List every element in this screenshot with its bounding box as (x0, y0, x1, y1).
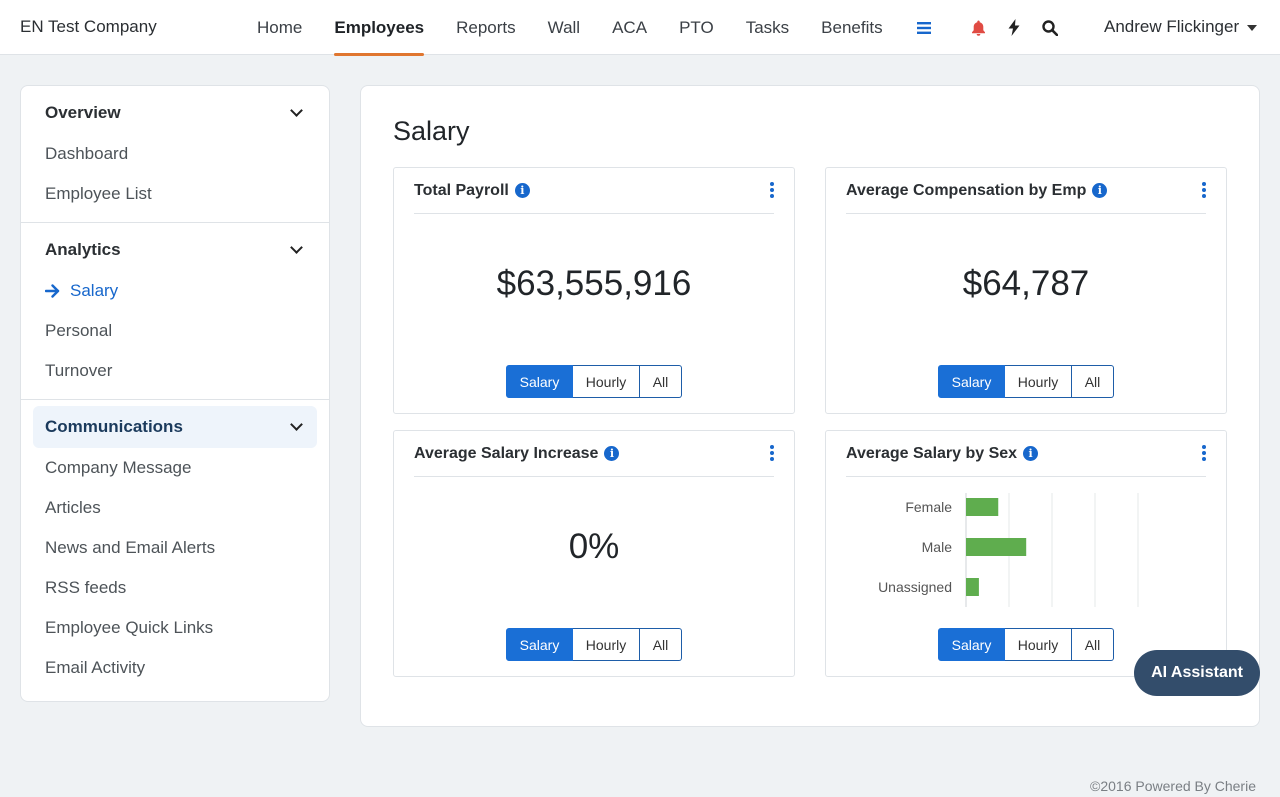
sidebar-item-employee-quick-links[interactable]: Employee Quick Links (45, 618, 214, 637)
sidebar-header-overview[interactable]: Overview (33, 92, 317, 134)
page-title: Salary (393, 116, 470, 146)
chevron-down-icon (290, 104, 303, 117)
toggle-hourly[interactable]: Hourly (573, 365, 640, 398)
sidebar-header-communications[interactable]: Communications (33, 406, 317, 448)
chart-bar-unassigned[interactable] (966, 578, 979, 596)
nav-pto[interactable]: PTO (679, 17, 714, 37)
pay-type-toggle: Salary Hourly All (938, 628, 1114, 661)
chart-bar-female[interactable] (966, 498, 999, 516)
chart-category-label: Unassigned (878, 579, 952, 595)
toggle-all[interactable]: All (1072, 365, 1114, 398)
card-average-salary-increase: Average Salary Increase i 0% Salary Hour… (393, 430, 795, 677)
total-payroll-value: $63,555,916 (496, 264, 692, 303)
nav-employees[interactable]: Employees (318, 0, 440, 56)
card-header: Average Compensation by Emp i (846, 168, 1206, 214)
card-total-payroll: Total Payroll i $63,555,916 Salary Hourl… (393, 167, 795, 414)
bell-icon (971, 20, 985, 36)
more-options-icon[interactable] (766, 180, 778, 200)
card-title: Average Salary Increase (414, 444, 599, 462)
info-icon[interactable]: i (1092, 183, 1108, 198)
bolt-icon (1008, 19, 1020, 36)
card-header: Average Salary Increase i (414, 431, 774, 477)
user-menu[interactable]: Andrew Flickinger (1104, 17, 1258, 37)
info-icon[interactable]: i (604, 446, 620, 461)
nav-aca[interactable]: ACA (612, 17, 648, 37)
sidebar-item-salary[interactable]: Salary (33, 271, 317, 311)
more-options-icon[interactable] (766, 443, 778, 463)
toggle-salary[interactable]: Salary (506, 365, 573, 398)
activity-button[interactable] (996, 10, 1032, 46)
notifications-button[interactable] (960, 10, 996, 46)
sidebar-item-personal[interactable]: Personal (45, 321, 113, 340)
chart-category-label: Female (905, 499, 952, 515)
sidebar-group-analytics: Analytics Salary Personal Turnover (21, 223, 329, 400)
toggle-all[interactable]: All (640, 365, 682, 398)
sidebar-item-rss-feeds[interactable]: RSS feeds (45, 578, 127, 597)
main-nav: Home Employees Reports Wall ACA PTO Task… (241, 0, 949, 56)
sidebar-header-analytics[interactable]: Analytics (33, 229, 317, 271)
top-navbar: EN Test Company Home Employees Reports W… (0, 0, 1280, 56)
average-salary-increase-value: 0% (568, 527, 620, 566)
sidebar-item-articles[interactable]: Articles (45, 498, 101, 517)
sidebar-item-company-message[interactable]: Company Message (45, 458, 192, 477)
card-title: Average Compensation by Emp (846, 181, 1087, 199)
more-menu-button[interactable] (899, 0, 949, 55)
arrow-right-icon (45, 284, 60, 298)
sidebar-item-employee-list[interactable]: Employee List (45, 184, 152, 203)
nav-benefits[interactable]: Benefits (821, 17, 883, 37)
sidebar-group-communications: Communications Company Message Articles … (21, 400, 329, 696)
pay-type-toggle: Salary Hourly All (506, 628, 682, 661)
toggle-hourly[interactable]: Hourly (1005, 628, 1072, 661)
search-icon (1042, 19, 1058, 36)
card-title: Average Salary by Sex (846, 444, 1018, 462)
card-title: Total Payroll (414, 181, 509, 199)
card-header: Total Payroll i (414, 168, 774, 214)
footer-text: ©2016 Powered By Cherie (1090, 778, 1256, 794)
company-name[interactable]: EN Test Company (20, 17, 157, 36)
sidebar-item-turnover[interactable]: Turnover (45, 361, 113, 380)
main-content: Salary Total Payroll i $63,555,916 Salar… (360, 85, 1260, 727)
card-average-salary-by-sex: Average Salary by Sex i Female Male Unassi… (825, 430, 1227, 677)
info-icon[interactable]: i (514, 183, 530, 198)
sidebar-item-news-email-alerts[interactable]: News and Email Alerts (45, 538, 216, 557)
chevron-down-icon (290, 418, 303, 431)
nav-wall[interactable]: Wall (547, 17, 581, 37)
toggle-salary[interactable]: Salary (938, 628, 1005, 661)
user-name: Andrew Flickinger (1104, 17, 1240, 36)
more-options-icon[interactable] (1198, 180, 1210, 200)
header-icons (960, 0, 1068, 55)
toggle-all[interactable]: All (1072, 628, 1114, 661)
toggle-salary[interactable]: Salary (938, 365, 1005, 398)
hamburger-icon (916, 21, 931, 34)
info-icon[interactable]: i (1023, 446, 1039, 461)
sidebar-group-overview: Overview Dashboard Employee List (21, 86, 329, 223)
salary-by-sex-chart: Female Male Unassigned (878, 493, 1139, 607)
nav-reports[interactable]: Reports (456, 17, 516, 37)
toggle-hourly[interactable]: Hourly (1005, 365, 1072, 398)
card-header: Average Salary by Sex i (846, 431, 1206, 477)
chart-category-label: Male (922, 539, 953, 555)
more-options-icon[interactable] (1198, 443, 1210, 463)
toggle-salary[interactable]: Salary (506, 628, 573, 661)
nav-tasks[interactable]: Tasks (745, 17, 790, 37)
pay-type-toggle: Salary Hourly All (506, 365, 682, 398)
card-average-compensation: Average Compensation by Emp i $64,787 Sa… (825, 167, 1227, 414)
sidebar-item-dashboard[interactable]: Dashboard (45, 144, 129, 163)
chevron-down-icon (290, 241, 303, 254)
average-compensation-value: $64,787 (962, 264, 1090, 303)
nav-home[interactable]: Home (257, 17, 303, 37)
ai-assistant-button[interactable]: AI Assistant (1134, 650, 1260, 696)
toggle-hourly[interactable]: Hourly (573, 628, 640, 661)
search-button[interactable] (1032, 10, 1068, 46)
toggle-all[interactable]: All (640, 628, 682, 661)
sidebar: Overview Dashboard Employee List Analyti… (20, 85, 330, 702)
chart-bar-male[interactable] (966, 538, 1027, 556)
pay-type-toggle: Salary Hourly All (938, 365, 1114, 398)
sidebar-item-email-activity[interactable]: Email Activity (45, 658, 146, 677)
caret-down-icon (1247, 25, 1258, 31)
